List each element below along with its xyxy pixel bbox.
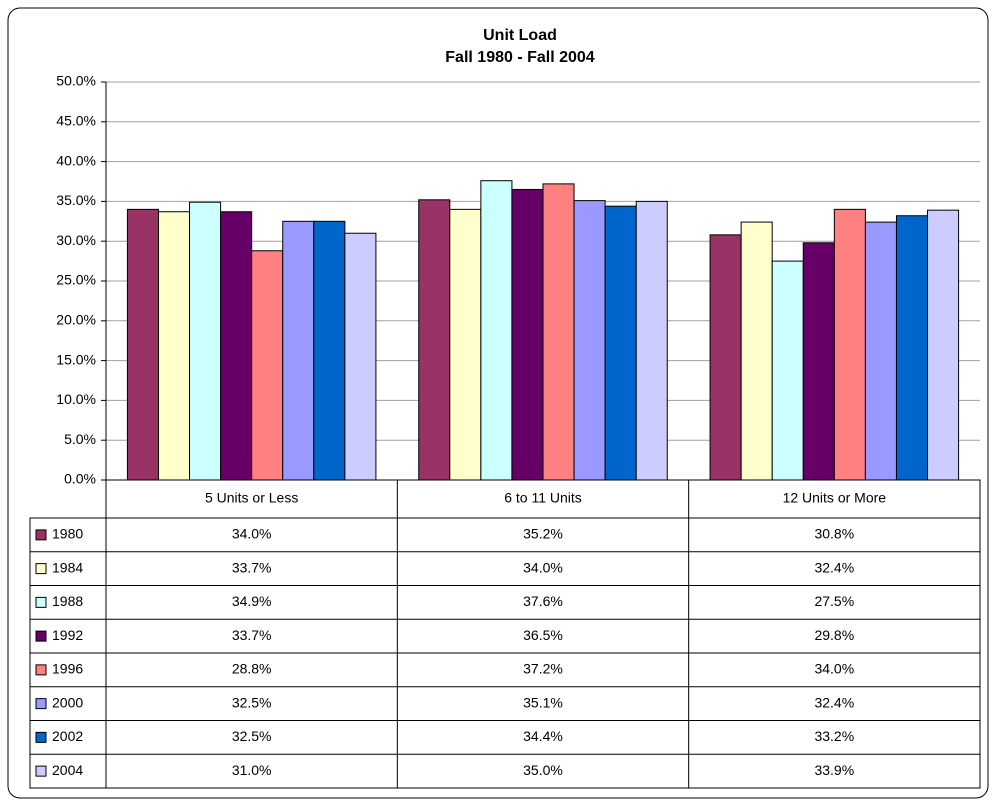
legend-swatch: [35, 731, 47, 743]
chart-title: Unit Load: [483, 27, 557, 44]
legend-swatch: [35, 765, 47, 777]
bar: [771, 260, 804, 481]
legend-swatch: [35, 596, 47, 608]
table-cell: 32.5%: [232, 694, 272, 710]
bar: [449, 208, 482, 481]
y-tick-label: 0.0%: [64, 471, 96, 487]
bar: [740, 221, 773, 481]
table-cell: 34.0%: [523, 559, 563, 575]
y-tick-label: 30.0%: [56, 232, 96, 248]
table-cell: 35.0%: [523, 762, 563, 778]
table-cell: 33.9%: [814, 762, 854, 778]
bar: [635, 200, 668, 481]
table-cell: 36.5%: [523, 627, 563, 643]
y-tick-label: 15.0%: [56, 351, 96, 367]
chart-subtitle: Fall 1980 - Fall 2004: [445, 49, 595, 66]
table-cell: 27.5%: [814, 593, 854, 609]
legend-label: 1988: [52, 593, 83, 609]
table-cell: 34.0%: [814, 661, 854, 677]
bar: [802, 242, 835, 481]
legend-swatch: [35, 698, 47, 710]
bar: [927, 209, 960, 481]
legend-swatch: [35, 529, 47, 541]
legend-swatch: [35, 630, 47, 642]
bar: [189, 201, 222, 481]
x-tick-label: 12 Units or More: [783, 490, 887, 506]
x-tick-label: 5 Units or Less: [205, 490, 298, 506]
table-cell: 31.0%: [232, 762, 272, 778]
table-cell: 32.4%: [814, 694, 854, 710]
table-cell: 32.5%: [232, 728, 272, 744]
legend-label: 1980: [52, 526, 83, 542]
bar: [251, 250, 284, 481]
bar: [126, 208, 159, 481]
bar: [833, 208, 866, 481]
x-tick-label: 6 to 11 Units: [504, 490, 582, 506]
bar: [480, 180, 513, 481]
y-tick-label: 5.0%: [64, 431, 96, 447]
bar: [709, 234, 742, 481]
legend-label: 2000: [52, 694, 83, 710]
legend-swatch: [35, 664, 47, 676]
table-cell: 33.2%: [814, 728, 854, 744]
bar: [895, 215, 929, 481]
bar: [542, 183, 575, 481]
legend-label: 2002: [52, 728, 83, 744]
table-cell: 33.7%: [232, 627, 272, 643]
bar: [418, 199, 451, 481]
table-cell: 35.2%: [523, 526, 563, 542]
table-cell: 32.4%: [814, 559, 854, 575]
y-tick-label: 20.0%: [56, 312, 96, 328]
bar: [864, 221, 897, 481]
table-cell: 34.0%: [232, 526, 272, 542]
bar: [511, 188, 544, 481]
y-tick-label: 10.0%: [56, 391, 96, 407]
bar: [573, 200, 606, 481]
table-cell: 29.8%: [814, 627, 854, 643]
y-tick-label: 50.0%: [56, 73, 96, 89]
legend-label: 1992: [52, 627, 83, 643]
bar: [344, 232, 377, 481]
bar: [313, 220, 346, 481]
table-cell: 35.1%: [523, 694, 563, 710]
legend-label: 2004: [52, 762, 83, 778]
bar: [157, 211, 191, 481]
y-tick-label: 35.0%: [56, 192, 96, 208]
table-cell: 37.6%: [523, 593, 563, 609]
y-tick-label: 40.0%: [56, 152, 96, 168]
bar: [220, 211, 253, 481]
bar: [604, 205, 637, 481]
legend-swatch: [35, 563, 47, 575]
table-cell: 30.8%: [814, 526, 854, 542]
table-cell: 34.9%: [232, 593, 272, 609]
table-cell: 28.8%: [232, 661, 272, 677]
y-tick-label: 45.0%: [56, 113, 96, 129]
y-tick-label: 25.0%: [56, 272, 96, 288]
table-cell: 37.2%: [523, 661, 563, 677]
bar: [282, 220, 315, 481]
table-cell: 34.4%: [523, 728, 563, 744]
legend-label: 1984: [52, 559, 83, 575]
legend-label: 1996: [52, 661, 83, 677]
table-cell: 33.7%: [232, 559, 272, 575]
